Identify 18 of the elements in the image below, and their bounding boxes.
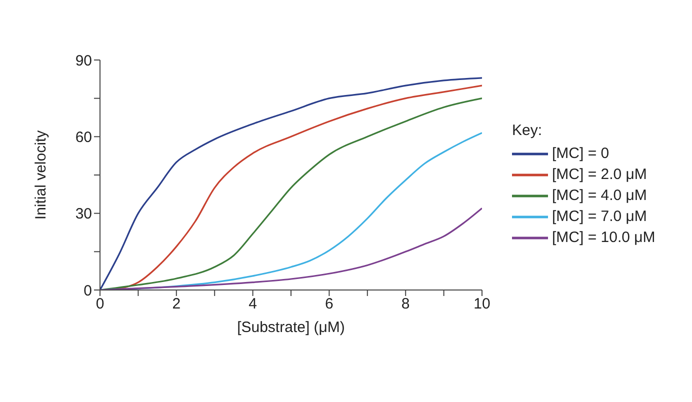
x-tick-label: 6: [325, 296, 334, 313]
legend-label: [MC] = 0: [552, 145, 610, 162]
y-tick-label: 0: [84, 282, 92, 300]
legend-title: Key:: [512, 122, 544, 139]
x-axis-title: [Substrate] (μM): [237, 319, 345, 336]
y-tick-label: 30: [75, 206, 92, 223]
y-tick-label: 90: [75, 52, 92, 70]
legend-label: [MC] = 7.0 μM: [552, 208, 647, 225]
x-tick-label: 10: [474, 296, 490, 313]
x-tick-label: 4: [248, 296, 257, 313]
x-tick-label: 8: [401, 296, 410, 313]
y-axis-title: Initial velocity: [32, 130, 50, 220]
y-tick-label: 60: [75, 128, 92, 146]
legend-label: [MC] = 10.0 μM: [552, 229, 656, 246]
x-tick-label: 2: [172, 296, 181, 313]
legend-label: [MC] = 2.0 μM: [552, 166, 647, 183]
x-tick-label: 0: [96, 296, 104, 313]
legend-label: [MC] = 4.0 μM: [552, 187, 647, 204]
